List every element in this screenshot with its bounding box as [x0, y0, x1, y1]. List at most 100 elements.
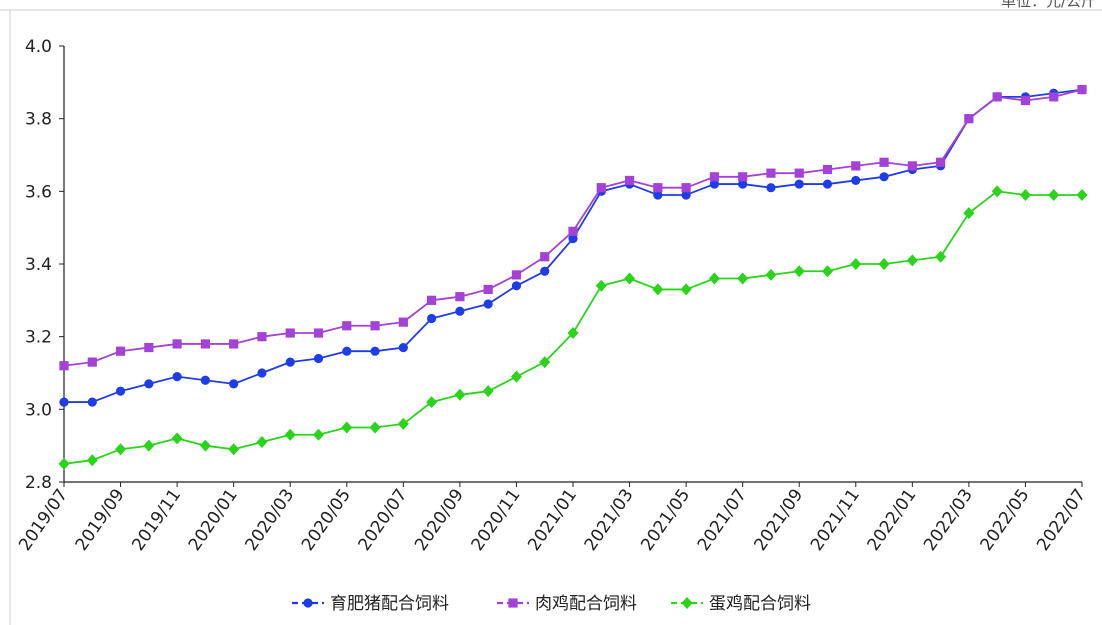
series-line [64, 88, 1083, 403]
legend: 育肥猪配合饲料 肉鸡配合饲料 蛋鸡配合饲料 [292, 594, 811, 614]
x-tick-label: 2022/07 [1033, 485, 1090, 554]
data-point [143, 439, 155, 452]
data-point [87, 397, 97, 407]
data-point [935, 250, 947, 263]
y-tick-label: 3.4 [25, 255, 52, 275]
data-point [510, 370, 522, 383]
x-tick-label: 2021/09 [750, 485, 807, 554]
data-point [144, 379, 154, 389]
data-point [1076, 188, 1088, 201]
x-tick-label: 2020/05 [298, 485, 355, 554]
data-point [991, 185, 1003, 198]
data-point [709, 179, 719, 189]
data-point [907, 161, 917, 171]
data-point [115, 443, 127, 456]
data-point [454, 388, 466, 401]
data-point [1048, 188, 1060, 201]
legend-label: 蛋鸡配合饲料 [709, 594, 811, 614]
x-tick-label: 2020/03 [241, 485, 298, 554]
data-point [228, 443, 240, 456]
data-point [765, 268, 777, 281]
data-point [87, 357, 97, 367]
data-point [229, 379, 239, 389]
data-point [879, 157, 889, 167]
data-point [766, 168, 776, 178]
data-point [878, 258, 890, 270]
x-tick-label: 2020/11 [468, 485, 525, 554]
data-point [738, 179, 748, 189]
data-point [285, 328, 295, 338]
x-tick-label: 2022/01 [864, 485, 921, 554]
data-point [398, 342, 408, 353]
x-tick-label: 2021/01 [524, 485, 581, 554]
data-point [200, 339, 210, 349]
data-point [229, 339, 239, 349]
x-tick-label: 2020/01 [185, 485, 242, 554]
data-point [568, 226, 578, 236]
axes: 2.8 3.0 3.2 3.4 3.6 3.8 4.0 2019/07 2019/09 2019/… [15, 37, 1090, 555]
data-point [511, 281, 522, 291]
data-point [709, 172, 719, 182]
x-tick-label: 2021/03 [581, 485, 638, 554]
legend-marker [303, 598, 313, 608]
data-point [766, 183, 776, 193]
data-point [992, 92, 1002, 102]
data-point [624, 175, 635, 186]
data-point [257, 368, 267, 378]
data-point [822, 179, 833, 189]
data-point [936, 157, 946, 167]
data-point [540, 252, 550, 262]
data-point [595, 279, 607, 292]
legend-label: 肉鸡配合饲料 [535, 594, 637, 614]
data-point [200, 375, 210, 385]
data-point [256, 436, 268, 449]
data-point [794, 179, 804, 189]
data-point [851, 161, 861, 171]
data-point [369, 421, 381, 434]
data-point [284, 428, 296, 441]
series-1 [59, 85, 1087, 407]
x-tick-label: 2020/07 [355, 485, 412, 554]
data-point [370, 346, 380, 356]
data-point [681, 190, 691, 200]
data-point [708, 272, 720, 285]
data-point [257, 332, 267, 342]
data-point [652, 283, 664, 296]
x-tick-label: 2021/11 [807, 485, 864, 554]
data-point [1049, 92, 1059, 102]
x-tick-label: 2021/05 [637, 485, 694, 554]
data-point [172, 339, 182, 349]
legend-item-3: 蛋鸡配合饲料 [671, 594, 811, 614]
data-point [653, 183, 663, 193]
data-point [1020, 95, 1031, 106]
legend-marker [508, 598, 518, 608]
data-point [455, 292, 465, 302]
x-tick-label: 2019/09 [72, 485, 129, 554]
data-point [115, 386, 126, 396]
data-point [540, 266, 550, 276]
legend-item-1: 育肥猪配合饲料 [292, 594, 449, 614]
data-point [59, 361, 69, 371]
data-point [342, 321, 352, 331]
data-point [427, 295, 437, 305]
data-point [737, 272, 749, 285]
data-point [341, 421, 353, 434]
data-point [680, 283, 692, 296]
data-point [681, 183, 691, 193]
data-point [851, 175, 861, 186]
data-point [144, 342, 154, 353]
x-tick-label: 2019/07 [15, 485, 72, 554]
data-point [822, 164, 833, 175]
data-point [964, 114, 974, 124]
data-point [567, 327, 579, 340]
data-point [483, 299, 493, 309]
series-2 [59, 85, 1087, 371]
x-tick-label: 2021/07 [694, 485, 751, 554]
data-point [86, 454, 98, 467]
data-point [171, 432, 183, 445]
data-point [850, 258, 862, 270]
unit-label: 单位：元/公斤 [1001, 0, 1096, 10]
y-tick-label: 2.8 [25, 473, 52, 493]
